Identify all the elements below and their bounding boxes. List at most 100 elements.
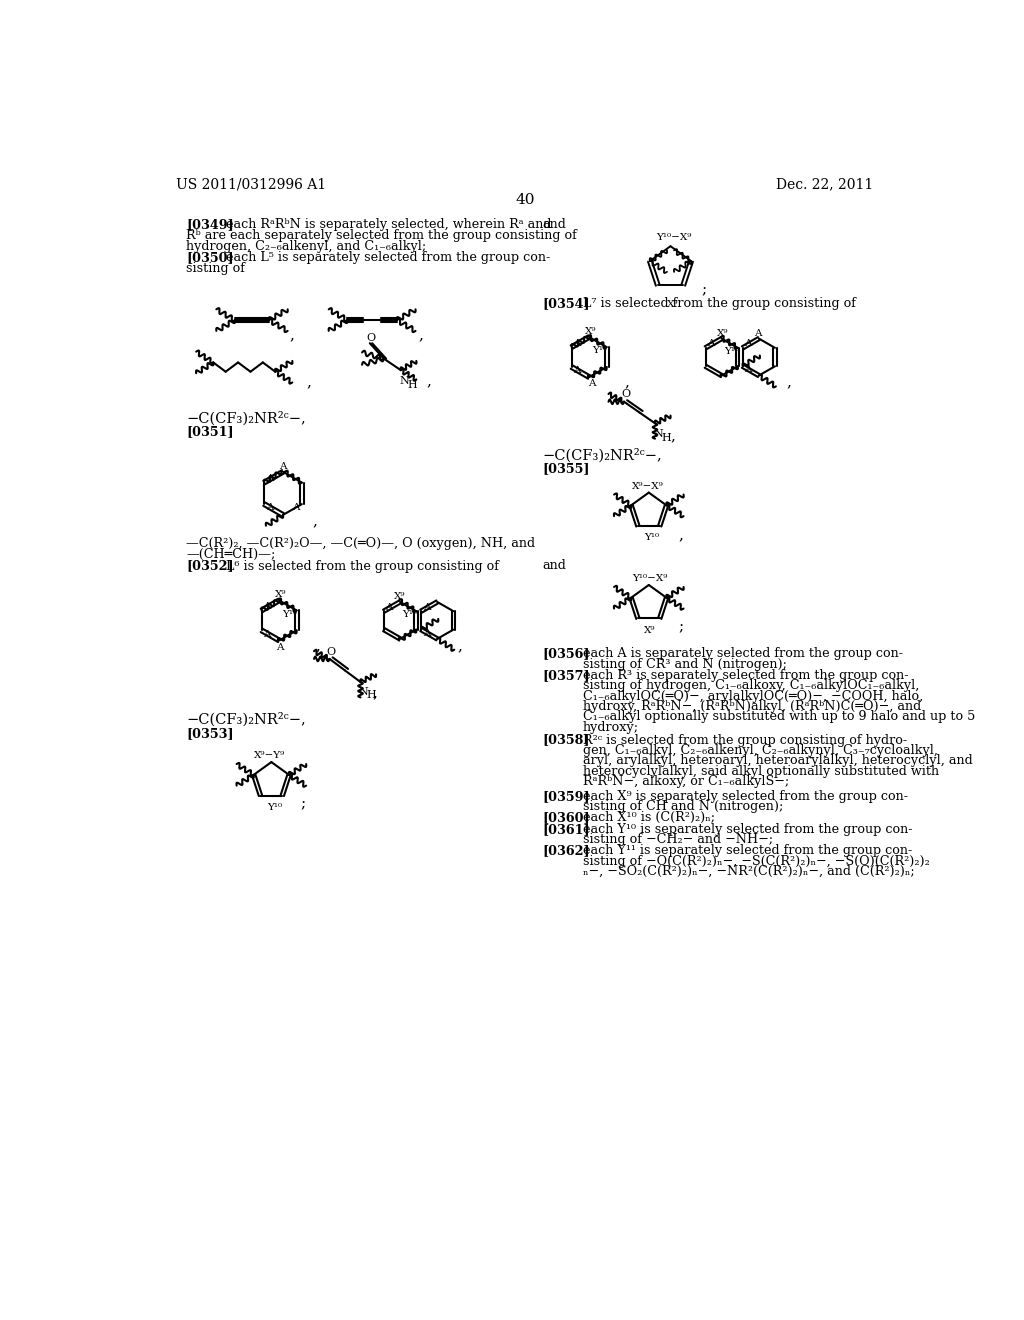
Text: −C(CF₃)₂NR²ᶜ−,: −C(CF₃)₂NR²ᶜ−, bbox=[186, 713, 306, 727]
Text: L⁶ is selected from the group consisting of: L⁶ is selected from the group consisting… bbox=[226, 560, 500, 573]
Text: ;: ; bbox=[300, 797, 305, 812]
Text: ;: ; bbox=[701, 284, 707, 297]
Text: A: A bbox=[263, 602, 270, 611]
Text: A: A bbox=[744, 339, 752, 348]
Text: 40: 40 bbox=[515, 193, 535, 207]
Text: sisting of CH and N (nitrogen);: sisting of CH and N (nitrogen); bbox=[583, 800, 783, 813]
Text: each A is separately selected from the group con-: each A is separately selected from the g… bbox=[583, 647, 903, 660]
Text: −C(CF₃)₂NR²ᶜ−,: −C(CF₃)₂NR²ᶜ−, bbox=[186, 411, 306, 425]
Text: A: A bbox=[573, 366, 581, 375]
Text: Y¹⁰: Y¹⁰ bbox=[593, 346, 608, 355]
Text: C₁₋₆alkylOC(═O)−, arylalkylOC(═O)−, −COOH, halo,: C₁₋₆alkylOC(═O)−, arylalkylOC(═O)−, −COO… bbox=[583, 689, 924, 702]
Text: C₁₋₆alkyl optionally substituted with up to 9 halo and up to 5: C₁₋₆alkyl optionally substituted with up… bbox=[583, 710, 975, 723]
Text: [0361]: [0361] bbox=[543, 822, 590, 836]
Text: N: N bbox=[359, 688, 369, 697]
Text: ,: , bbox=[671, 429, 676, 444]
Text: X⁹: X⁹ bbox=[644, 626, 655, 635]
Text: R²ᶜ is selected from the group consisting of hydro-: R²ᶜ is selected from the group consistin… bbox=[583, 734, 907, 747]
Text: [0353]: [0353] bbox=[186, 727, 233, 741]
Text: ,: , bbox=[419, 327, 424, 342]
Text: gen, C₁₋₆alkyl, C₂₋₆alkenyl, C₂₋₆alkynyl, C₃₋₇cycloalkyl,: gen, C₁₋₆alkyl, C₂₋₆alkenyl, C₂₋₆alkynyl… bbox=[583, 744, 938, 756]
Text: each Y¹⁰ is separately selected from the group con-: each Y¹⁰ is separately selected from the… bbox=[583, 822, 912, 836]
Text: X⁹: X⁹ bbox=[717, 329, 728, 338]
Text: ,: , bbox=[678, 528, 683, 543]
Text: ₙ−, −SO₂(C(R²)₂)ₙ−, −NR²(C(R²)₂)ₙ−, and (C(R²)₂)ₙ;: ₙ−, −SO₂(C(R²)₂)ₙ−, −NR²(C(R²)₂)ₙ−, and … bbox=[583, 866, 914, 878]
Text: A: A bbox=[588, 379, 595, 388]
Text: sisting of: sisting of bbox=[186, 261, 245, 275]
Text: aryl, arylalkyl, heteroaryl, heteroarylalkyl, heterocyclyl, and: aryl, arylalkyl, heteroaryl, heteroaryla… bbox=[583, 755, 973, 767]
Text: [0350]: [0350] bbox=[186, 251, 233, 264]
Text: each L⁵ is separately selected from the group con-: each L⁵ is separately selected from the … bbox=[226, 251, 551, 264]
Text: —C(R²)₂, —C(R²)₂O—, —C(═O)—, O (oxygen), NH, and: —C(R²)₂, —C(R²)₂O—, —C(═O)—, O (oxygen),… bbox=[186, 537, 536, 550]
Text: [0355]: [0355] bbox=[543, 462, 590, 475]
Text: A: A bbox=[708, 339, 715, 348]
Text: sisting of −O(C(R²)₂)ₙ−, −S(C(R²)₂)ₙ−, −S(O)(C(R²)₂)₂: sisting of −O(C(R²)₂)ₙ−, −S(C(R²)₂)ₙ−, −… bbox=[583, 855, 930, 867]
Text: [0349]: [0349] bbox=[186, 218, 233, 231]
Text: each Y¹¹ is separately selected from the group con-: each Y¹¹ is separately selected from the… bbox=[583, 845, 912, 858]
Text: ,: , bbox=[624, 376, 629, 389]
Text: ,: , bbox=[458, 640, 462, 653]
Text: O: O bbox=[621, 388, 630, 399]
Text: [0362]: [0362] bbox=[543, 845, 590, 858]
Text: ,: , bbox=[312, 515, 317, 528]
Text: Y¹⁰: Y¹⁰ bbox=[644, 533, 659, 543]
Text: H: H bbox=[407, 380, 417, 391]
Text: RᵃRᵇN−, alkoxy, or C₁₋₆alkylS−;: RᵃRᵇN−, alkoxy, or C₁₋₆alkylS−; bbox=[583, 775, 790, 788]
Text: −C(CF₃)₂NR²ᶜ−,: −C(CF₃)₂NR²ᶜ−, bbox=[543, 447, 663, 462]
Text: A: A bbox=[423, 603, 430, 611]
Text: each X¹⁰ is (C(R²)₂)ₙ;: each X¹⁰ is (C(R²)₂)ₙ; bbox=[583, 812, 715, 825]
Text: A: A bbox=[280, 462, 287, 471]
Text: Y¹⁰−X⁹: Y¹⁰−X⁹ bbox=[656, 232, 692, 242]
Text: US 2011/0312996 A1: US 2011/0312996 A1 bbox=[176, 178, 327, 191]
Text: X⁹−X⁹: X⁹−X⁹ bbox=[632, 482, 664, 491]
Text: O: O bbox=[367, 333, 376, 343]
Text: each R³ is separately selected from the group con-: each R³ is separately selected from the … bbox=[583, 669, 908, 682]
Text: X⁹: X⁹ bbox=[274, 590, 286, 599]
Text: H: H bbox=[662, 433, 671, 442]
Text: [0358]: [0358] bbox=[543, 734, 590, 747]
Text: O: O bbox=[327, 647, 336, 656]
Text: and: and bbox=[543, 558, 566, 572]
Text: A: A bbox=[744, 366, 752, 375]
Text: Y¹⁰: Y¹⁰ bbox=[724, 347, 739, 356]
Text: each X⁹ is separately selected from the group con-: each X⁹ is separately selected from the … bbox=[583, 789, 908, 803]
Text: sisting of −CH₂− and −NH−;: sisting of −CH₂− and −NH−; bbox=[583, 833, 773, 846]
Text: [0352]: [0352] bbox=[186, 560, 233, 573]
Text: H: H bbox=[367, 690, 377, 701]
Text: Rᵇ are each separately selected from the group consisting of: Rᵇ are each separately selected from the… bbox=[186, 230, 577, 243]
Text: N: N bbox=[399, 376, 409, 385]
Text: [0351]: [0351] bbox=[186, 425, 233, 438]
Text: ,: , bbox=[786, 376, 792, 389]
Text: [0354]: [0354] bbox=[543, 297, 590, 310]
Text: hydrogen, C₂₋₆alkenyl, and C₁₋₆alkyl;: hydrogen, C₂₋₆alkenyl, and C₁₋₆alkyl; bbox=[186, 240, 426, 253]
Text: Y¹⁰−X⁹: Y¹⁰−X⁹ bbox=[632, 574, 667, 583]
Text: hydroxy, RᵃRᵇN−, (RᵃRᵇN)alkyl, (RᵃRᵇN)C(═O)−, and: hydroxy, RᵃRᵇN−, (RᵃRᵇN)alkyl, (RᵃRᵇN)C(… bbox=[583, 700, 922, 713]
Text: ;: ; bbox=[678, 620, 683, 635]
Text: Y¹⁰: Y¹⁰ bbox=[402, 610, 418, 619]
Text: hydroxy;: hydroxy; bbox=[583, 721, 639, 734]
Text: A: A bbox=[755, 329, 762, 338]
Text: X⁹: X⁹ bbox=[394, 591, 406, 601]
Text: ,: , bbox=[315, 640, 321, 653]
Text: ,: , bbox=[289, 327, 294, 342]
Text: sisting of hydrogen, C₁₋₆alkoxy, C₁₋₆alkylOC₁₋₆alkyl,: sisting of hydrogen, C₁₋₆alkoxy, C₁₋₆alk… bbox=[583, 680, 920, 692]
Text: A: A bbox=[293, 503, 300, 512]
Text: X⁹: X⁹ bbox=[667, 300, 678, 309]
Text: Dec. 22, 2011: Dec. 22, 2011 bbox=[776, 178, 873, 191]
Text: ,: , bbox=[306, 376, 311, 389]
Text: Y¹⁰: Y¹⁰ bbox=[283, 610, 298, 619]
Text: A: A bbox=[385, 603, 393, 611]
Text: A: A bbox=[263, 630, 270, 639]
Text: A: A bbox=[276, 643, 284, 652]
Text: [0356]: [0356] bbox=[543, 647, 590, 660]
Text: A: A bbox=[423, 628, 430, 638]
Text: N: N bbox=[653, 429, 664, 440]
Text: A: A bbox=[266, 503, 274, 512]
Text: [0360]: [0360] bbox=[543, 812, 590, 825]
Text: Y¹⁰: Y¹⁰ bbox=[266, 803, 282, 812]
Text: A: A bbox=[573, 338, 581, 347]
Text: —(CH═CH)—;: —(CH═CH)—; bbox=[186, 548, 275, 561]
Text: X⁹−Y⁹: X⁹−Y⁹ bbox=[254, 751, 286, 760]
Text: and: and bbox=[543, 218, 566, 231]
Text: ,: , bbox=[426, 374, 431, 388]
